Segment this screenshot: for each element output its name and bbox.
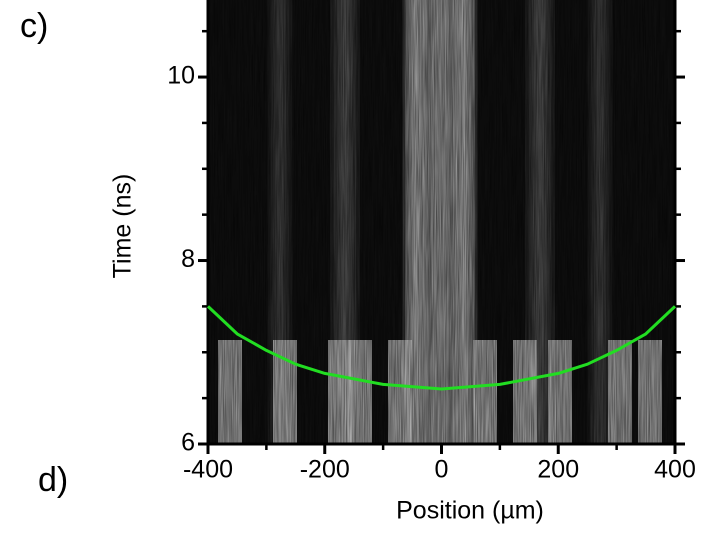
- x-axis-label: Position (µm): [396, 497, 544, 525]
- y-tick-label: 10: [167, 62, 195, 90]
- y-tick-label: 8: [181, 245, 195, 273]
- x-tick-label: 400: [654, 456, 696, 484]
- y-tick-label: 6: [181, 429, 195, 457]
- streak-image: [208, 0, 675, 444]
- x-tick-label: -400: [183, 456, 233, 484]
- y-axis-label: Time (ns): [109, 174, 137, 279]
- fit-curve: [206, 305, 677, 391]
- grain: [208, 0, 675, 444]
- panel-label: c): [20, 7, 48, 45]
- x-tick-label: 0: [435, 456, 449, 484]
- panel-label: d): [38, 461, 68, 499]
- x-tick-label: 200: [537, 456, 579, 484]
- x-tick-label: -200: [300, 456, 350, 484]
